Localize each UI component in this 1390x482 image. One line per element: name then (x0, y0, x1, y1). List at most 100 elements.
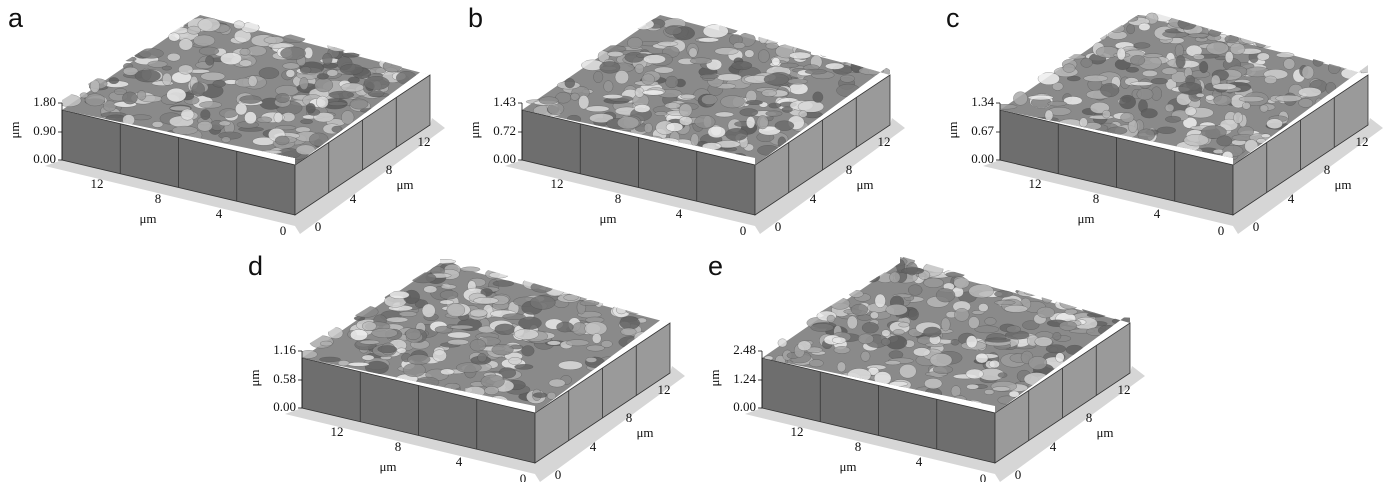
grain (405, 328, 420, 339)
grain (328, 102, 347, 106)
grain (328, 41, 349, 51)
grain (220, 53, 241, 65)
grain (789, 83, 808, 95)
grain (769, 103, 781, 108)
grain (969, 284, 994, 298)
grain (90, 80, 100, 93)
grain (1328, 62, 1340, 74)
grain (819, 46, 829, 56)
grain (1225, 35, 1239, 43)
grain (198, 18, 220, 31)
grain (834, 346, 850, 353)
grain (448, 339, 469, 345)
grain (746, 100, 763, 105)
grain (461, 267, 480, 272)
grain (580, 300, 599, 306)
y-tick-label: 8 (1324, 162, 1331, 177)
z-tick-label: 0.72 (493, 123, 516, 138)
z-tick-label: 1.16 (273, 342, 296, 357)
grain (386, 317, 408, 322)
grain (422, 304, 435, 318)
grain (514, 364, 533, 369)
grain (440, 300, 454, 305)
grain (634, 104, 650, 112)
y-tick-label: 8 (386, 162, 393, 177)
grain (502, 314, 525, 320)
grain (1121, 113, 1134, 123)
grain (240, 48, 250, 55)
grain (968, 316, 979, 328)
grain (362, 355, 374, 360)
grain (309, 133, 328, 146)
z-unit: μm (247, 369, 262, 386)
grain (530, 296, 555, 310)
grain (592, 295, 607, 301)
grain (775, 121, 794, 131)
grain (966, 369, 984, 379)
grain (698, 38, 719, 43)
grain (570, 93, 579, 100)
grain (1264, 76, 1276, 84)
grain (378, 345, 397, 352)
grain (80, 93, 88, 98)
grain (1261, 134, 1270, 138)
grain (1042, 293, 1053, 303)
y-tick-label: 12 (658, 382, 671, 397)
grain (1178, 17, 1197, 29)
grain (600, 61, 620, 73)
x-tick-label: 12 (551, 176, 564, 191)
z-tick-label: 1.43 (493, 94, 516, 109)
grain (259, 67, 279, 78)
grain (169, 33, 180, 41)
z-tick-label: 1.80 (33, 94, 56, 109)
grain (440, 290, 458, 299)
z-unit: μm (467, 121, 482, 138)
grain (858, 334, 874, 344)
grain (1006, 326, 1020, 333)
grain (244, 112, 256, 124)
grain (322, 53, 332, 65)
grain (1037, 307, 1055, 318)
grain (390, 291, 410, 299)
x-tick-label: 0 (280, 223, 287, 238)
grain (470, 339, 486, 351)
grain (1130, 55, 1145, 65)
grain (533, 393, 547, 398)
grain (732, 61, 752, 70)
y-tick-label: 0 (555, 467, 562, 482)
grain (178, 65, 193, 74)
y-tick-label: 12 (1118, 382, 1131, 397)
grain (772, 57, 780, 65)
panel-label: b (468, 3, 483, 33)
grain (578, 95, 589, 109)
grain (1338, 54, 1352, 63)
grain (328, 328, 343, 339)
grain (167, 53, 180, 61)
grain (1087, 313, 1106, 317)
y-unit: μm (856, 177, 873, 192)
x-tick-label: 0 (1218, 223, 1225, 238)
grain (1013, 92, 1027, 106)
grain (859, 67, 884, 75)
grain (615, 70, 629, 84)
grain (450, 325, 473, 329)
grain (547, 341, 561, 346)
grain (951, 339, 960, 345)
grain (585, 322, 607, 336)
panel-label: d (248, 251, 263, 281)
grain (984, 389, 994, 394)
grain (642, 74, 655, 85)
grain (1184, 134, 1209, 146)
grain (633, 19, 654, 30)
grain (348, 77, 359, 83)
grain (733, 42, 745, 48)
y-tick-label: 12 (1356, 134, 1369, 149)
grain (882, 330, 891, 337)
grain (869, 64, 877, 68)
grain (300, 66, 311, 73)
grain (484, 386, 498, 394)
grain (1151, 78, 1168, 84)
grain (695, 115, 716, 128)
grain (936, 288, 955, 302)
